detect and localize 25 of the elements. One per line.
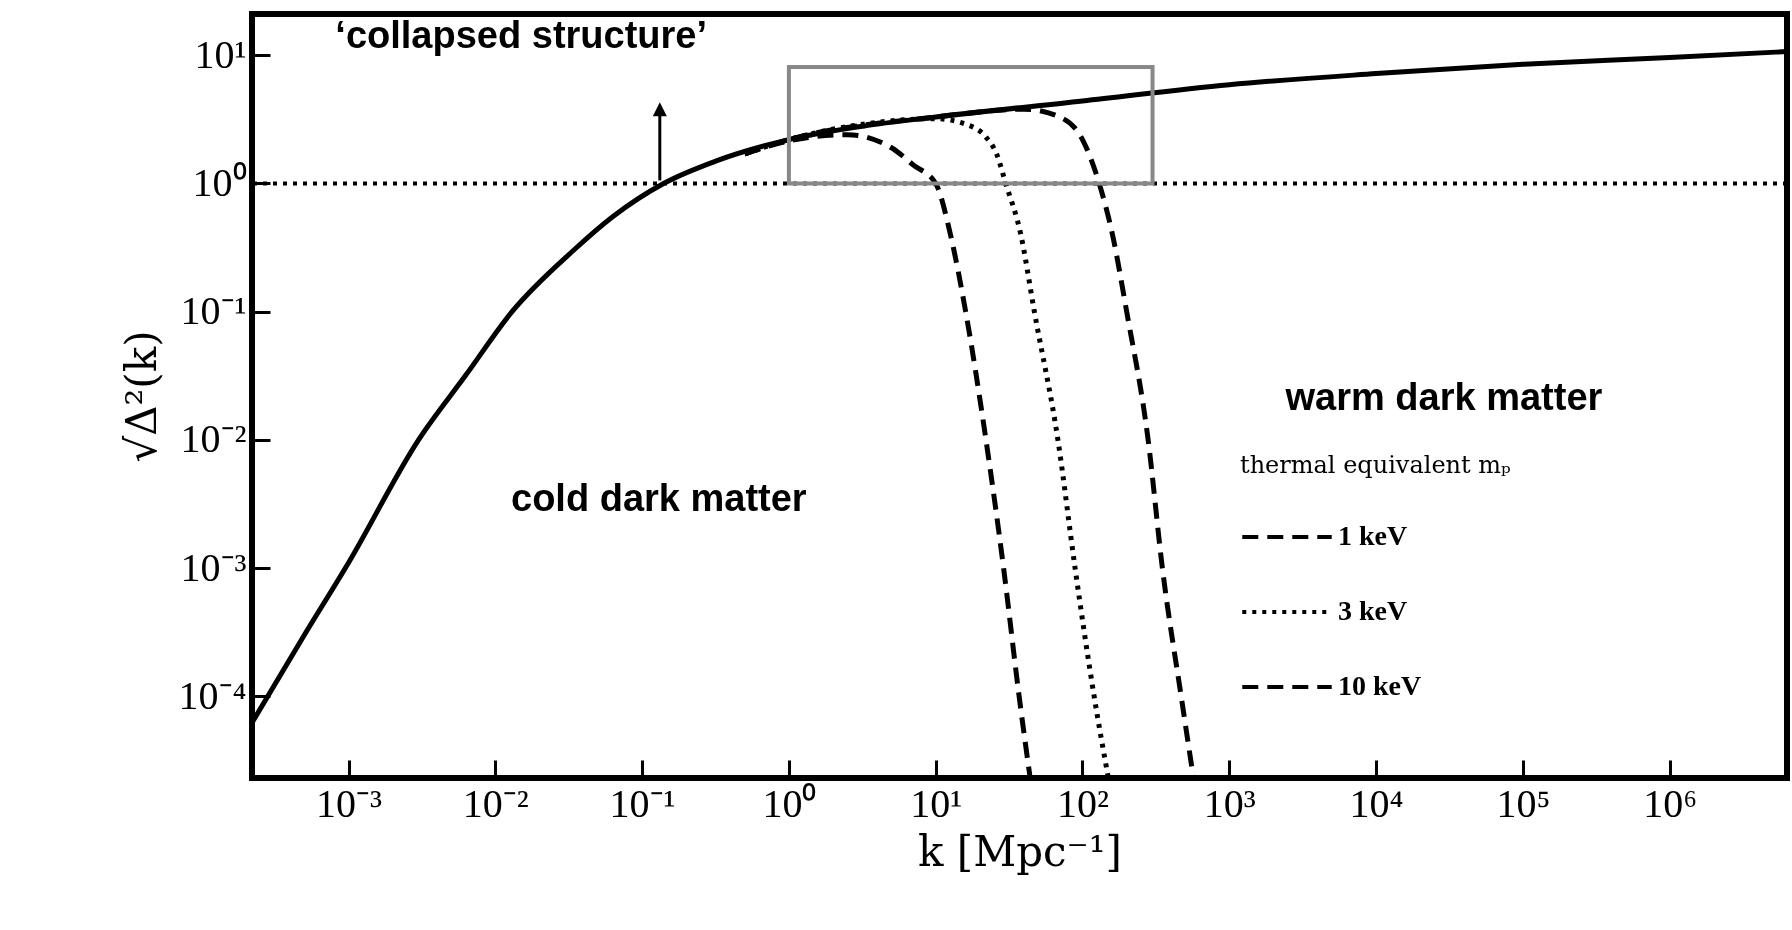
x-tick-label: 10⁰ [762, 780, 817, 826]
x-axis-title: k [Mpc⁻¹] [918, 826, 1122, 876]
y-tick-label: 10⁻² [180, 416, 247, 462]
x-tick-label: 10⁻² [462, 780, 529, 826]
y-tick-label: 10⁻³ [180, 544, 247, 590]
legend-label: 3 keV [1338, 595, 1408, 626]
annotation: cold dark matter [511, 476, 807, 519]
y-tick-label: 10⁻⁴ [178, 672, 247, 718]
legend-label: 10 keV [1338, 670, 1422, 701]
x-tick-label: 10⁻³ [316, 780, 383, 826]
legend-title: thermal equivalent mₚ [1240, 451, 1511, 479]
x-tick-label: 10¹ [910, 780, 963, 826]
legend-label: 1 keV [1338, 520, 1408, 551]
x-tick-label: 10³ [1203, 780, 1256, 826]
annotation: warm dark matter [1284, 375, 1603, 418]
y-tick-label: 10⁰ [192, 159, 247, 205]
x-tick-label: 10⁴ [1349, 780, 1404, 826]
x-tick-label: 10² [1056, 780, 1109, 826]
y-axis-title: √Δ²(k) [116, 330, 166, 463]
y-tick-label: 10⁻¹ [180, 288, 247, 334]
x-tick-label: 10⁵ [1496, 780, 1551, 826]
annotation: ‘collapsed structure’ [335, 13, 708, 56]
x-tick-label: 10⁶ [1643, 780, 1698, 826]
x-tick-label: 10⁻¹ [609, 780, 676, 826]
y-tick-label: 10¹ [194, 31, 247, 77]
